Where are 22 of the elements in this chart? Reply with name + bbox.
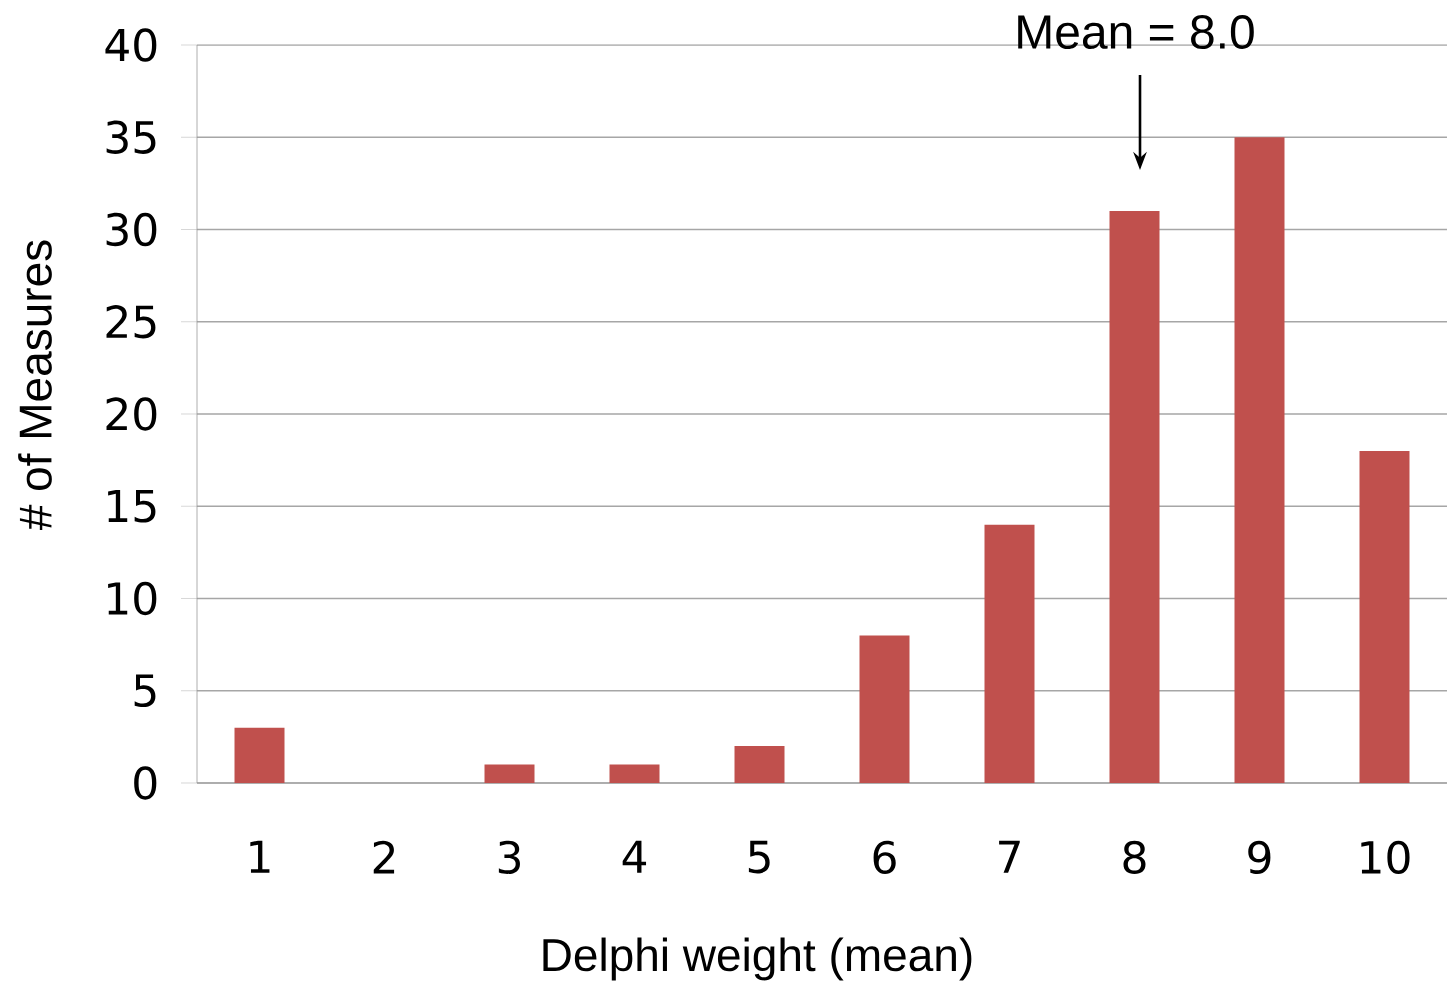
annotation: Mean = 8.0 <box>1018 15 1254 49</box>
x-tick-label: 9 <box>1248 840 1271 874</box>
y-tick-label: 30 <box>106 212 157 247</box>
x-tick-label: 10 <box>1361 840 1410 874</box>
y-tick-label: 0 <box>134 766 157 800</box>
x-tick-label: 6 <box>873 840 896 874</box>
y-axis-title: # of Measures <box>18 240 52 531</box>
y-tick-label: 5 <box>134 674 156 708</box>
x-axis-title: Delphi weight (mean) <box>543 937 972 981</box>
x-tick-label: 8 <box>1123 840 1146 874</box>
y-tick-label: 10 <box>108 581 157 616</box>
x-tick-label: 4 <box>622 840 647 873</box>
x-tick-label: 2 <box>373 840 395 874</box>
x-tick-label: 7 <box>999 840 1020 873</box>
x-tick-label: 5 <box>748 840 770 874</box>
y-tick-label: 35 <box>106 120 156 154</box>
y-tick-label: 20 <box>106 397 157 431</box>
y-tick-label: 40 <box>105 28 157 62</box>
y-tick-label: 25 <box>106 305 156 339</box>
x-tick-label: 1 <box>250 840 270 873</box>
x-tick-label: 3 <box>498 840 520 874</box>
y-tick-label: 15 <box>108 489 156 523</box>
